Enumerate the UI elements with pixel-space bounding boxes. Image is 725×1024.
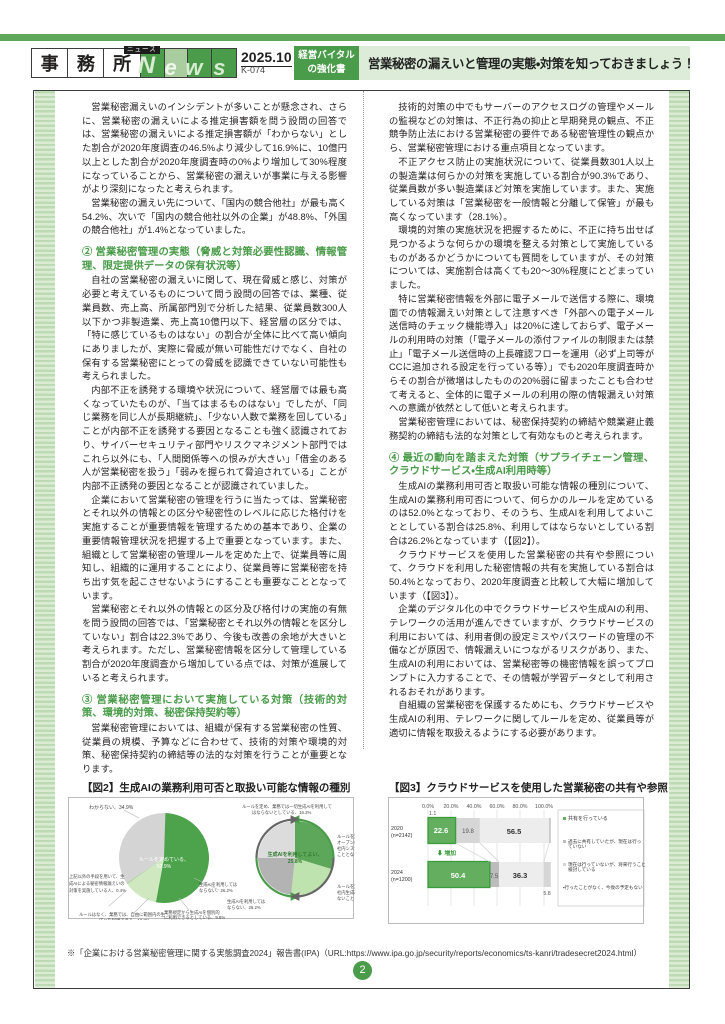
svg-text:ていない: ていない: [568, 843, 587, 849]
svg-text:50.4: 50.4: [451, 871, 466, 880]
svg-text:ならない、26.2%: ならない、26.2%: [199, 887, 233, 894]
svg-text:(n=1200): (n=1200): [391, 877, 413, 883]
svg-text:80.0%: 80.0%: [512, 804, 527, 810]
svg-text:検討している: 検討している: [568, 866, 595, 873]
svg-text:上記以外の手段を用いて、生: 上記以外の手段を用いて、生: [69, 873, 125, 880]
svg-text:・行ったことがなく、今後の予定もない: ・行ったことがなく、今後の予定もない: [563, 884, 643, 891]
svg-text:20.0%: 20.0%: [443, 804, 458, 810]
svg-text:社内生成AIを限定し、秘密情報を扱わ: 社内生成AIを限定し、秘密情報を扱わ: [337, 889, 355, 896]
svg-text:成AIによる秘密情報漏えいの: 成AIによる秘密情報漏えいの: [69, 880, 125, 887]
svg-text:社内システムに入力しない: 社内システムに入力しない: [337, 845, 355, 852]
svg-text:19.8: 19.8: [462, 829, 474, 835]
svg-text:対策を実施している人、0.4%: 対策を実施している人、0.4%: [69, 887, 126, 894]
svg-text:2024: 2024: [391, 870, 403, 876]
svg-text:(n=2142): (n=2142): [391, 833, 413, 839]
svg-text:56.5: 56.5: [507, 827, 522, 836]
svg-text:0.0%: 0.0%: [422, 804, 434, 810]
svg-text:52.9%: 52.9%: [157, 864, 172, 870]
svg-text:ルールを定め、業務では一切生成AIを利用して: ルールを定め、業務では一切生成AIを利用して: [242, 803, 332, 810]
svg-text:5.8: 5.8: [543, 891, 550, 897]
svg-text:成AIを利用できる、12.3%: 成AIを利用できる、12.3%: [99, 917, 150, 920]
svg-text:に利用できるとしている、9.8%: に利用できるとしている、9.8%: [164, 914, 225, 920]
svg-text:ルールを定め、業務では、範囲内で: ルールを定め、業務では、範囲内で: [337, 883, 355, 890]
svg-text:ルールを定めている、: ルールを定めている、: [139, 856, 189, 863]
svg-text:生成AIを利用しては: 生成AIを利用しては: [199, 881, 238, 888]
svg-text:ないこととしている: ないこととしている: [337, 895, 355, 901]
svg-text:1.1: 1.1: [429, 811, 436, 817]
svg-text:オープンな生成AIのみ利用し、: オープンな生成AIのみ利用し、: [337, 839, 355, 846]
svg-text:ルールはなく、業務では、自由に範囲内の生: ルールはなく、業務では、自由に範囲内の生: [79, 911, 166, 918]
svg-text:共有を行っている: 共有を行っている: [568, 815, 608, 822]
svg-text:22.6: 22.6: [434, 826, 449, 835]
svg-text:100.0%: 100.0%: [535, 804, 553, 810]
svg-text:2020: 2020: [391, 826, 403, 832]
svg-text:25.8%: 25.8%: [288, 859, 303, 865]
svg-text:生成AIを利用してよい、: 生成AIを利用してよい、: [268, 851, 323, 858]
svg-text:こととなっている: こととなっている: [337, 851, 355, 857]
svg-text:60.0%: 60.0%: [489, 804, 504, 810]
svg-text:ならない、26.2%: ならない、26.2%: [227, 904, 261, 911]
svg-text:ルールを定め、業務では: ルールを定め、業務では: [337, 833, 355, 840]
svg-text:⬇ 増加: ⬇ 増加: [437, 849, 456, 857]
svg-text:40.0%: 40.0%: [466, 804, 481, 810]
svg-text:7.5: 7.5: [490, 874, 499, 880]
svg-text:生成AIを利用しては: 生成AIを利用しては: [227, 898, 266, 905]
svg-text:36.3: 36.3: [513, 871, 528, 880]
svg-text:わからない、34.9%: わからない、34.9%: [89, 804, 134, 811]
svg-text:はならないとしている、16.2%: はならないとしている、16.2%: [252, 809, 311, 816]
